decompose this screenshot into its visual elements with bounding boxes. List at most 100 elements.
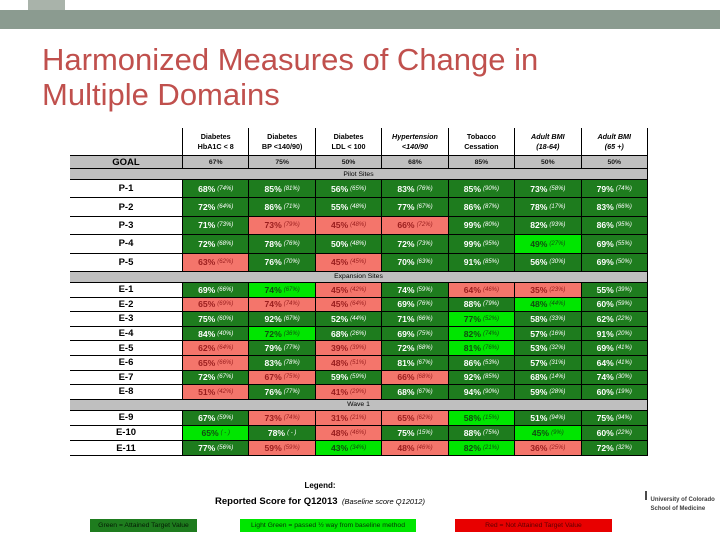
column-header-line: Hypertension <box>392 132 438 142</box>
section-band: Wave 1 <box>70 399 647 411</box>
row-label: E-7 <box>70 370 182 385</box>
baseline-value: (44%) <box>549 301 566 308</box>
baseline-value: (87%) <box>482 204 499 211</box>
score-value: 72% <box>397 343 415 354</box>
table-row: E-11 77% (56%) 59% (59%) 43% (34%) 48% (46%) 82%(… <box>70 441 647 457</box>
score-value: 68% <box>198 183 216 194</box>
column-header-line: Adult BMI <box>531 132 565 142</box>
score-cell: 82% (74%) <box>447 326 515 341</box>
score-value: 91% <box>463 257 481 268</box>
score-cell: 94% (90%) <box>447 385 515 399</box>
score-value: 99% <box>463 220 481 231</box>
column-header-line: (65 +) <box>604 141 624 151</box>
goal-row: GOAL 67% 75% 50% 68% 85% 50% 50% <box>70 155 647 169</box>
baseline-value: (59%) <box>350 374 367 381</box>
score-cell: 51% (94%) <box>514 410 581 425</box>
row-label: P-3 <box>70 216 182 235</box>
baseline-value: (30%) <box>549 259 566 266</box>
goal-value: 68% <box>381 156 447 168</box>
score-cell: 45% (9%) <box>514 425 581 441</box>
score-cell: 55% (39%) <box>580 282 647 297</box>
baseline-value: (62%) <box>217 259 234 266</box>
baseline-value: (67%) <box>416 388 433 395</box>
table-row: P-1 68% (74%) 85% (81%) 56% (65%) 83% (76%) 85% (9… <box>70 180 647 199</box>
baseline-value: (46%) <box>482 286 499 293</box>
score-value: 57% <box>530 328 548 339</box>
table-row: E-4 84% (40%) 72% (36%) 68% (26%) 69% (75%) 82% (7… <box>70 326 647 342</box>
baseline-value: (27%) <box>549 240 566 247</box>
column-header-line: LDL < 100 <box>331 141 366 151</box>
score-cell: 66% (68%) <box>381 370 448 385</box>
row-label: E-2 <box>70 297 182 312</box>
row-label: P-1 <box>70 180 182 198</box>
score-value: 99% <box>463 238 481 249</box>
baseline-value: (95%) <box>482 240 499 247</box>
row-label: P-2 <box>70 198 182 216</box>
score-cell: 76% (77%) <box>248 385 315 399</box>
baseline-value: (70%) <box>283 259 300 266</box>
score-value: 82% <box>530 220 548 231</box>
baseline-value: (74%) <box>615 185 632 192</box>
table-row: E-9 67% (59%) 73% (74%) 31% (21%) 65% (62%) 58% (1… <box>70 410 647 426</box>
score-cell: 72% (68%) <box>381 341 448 355</box>
score-cell: 43% (34%) <box>314 441 382 456</box>
column-header-line: Cessation <box>464 141 499 151</box>
column-header-line: HbA1C < 8 <box>197 141 234 151</box>
table-row: E-10 65%( - ) 78%( - ) 48% (46%) 75% (15%) 88%(… <box>70 425 647 442</box>
score-value: 64% <box>596 357 614 368</box>
baseline-value: (76%) <box>283 240 300 247</box>
baseline-value: (15%) <box>416 429 433 436</box>
score-cell: 86% (95%) <box>580 216 647 235</box>
score-value: 76% <box>264 386 282 397</box>
baseline-value: (31%) <box>549 359 566 366</box>
score-cell: 81% (67%) <box>381 355 448 370</box>
score-value: 77% <box>463 313 481 324</box>
baseline-value: (80%) <box>482 222 499 229</box>
score-cell: 48% (51%) <box>314 355 382 370</box>
score-value: 65% <box>201 427 219 438</box>
score-value: 69% <box>596 257 614 268</box>
score-value: 67% <box>264 372 282 383</box>
baseline-value: (76%) <box>416 185 433 192</box>
baseline-value: (16%) <box>549 330 566 337</box>
score-value: 74% <box>264 299 282 310</box>
baseline-value: (74%) <box>283 301 300 308</box>
table-row: E-8 51% (42%) 76% (77%) 41% (29%) 68% (67%) 94% (9… <box>70 385 647 400</box>
legend-item-attained: Green = Attained Target Value <box>90 519 197 532</box>
score-cell: 55% (48%) <box>314 198 382 216</box>
score-cell: 65% (62%) <box>381 410 448 425</box>
score-cell: 68% (14%) <box>514 370 581 385</box>
baseline-value: (73%) <box>217 222 234 229</box>
baseline-value: (21%) <box>350 414 367 421</box>
legend-heading: Legend: <box>304 481 336 490</box>
logo-org-line2: School of Medicine <box>650 506 706 513</box>
score-value: 73% <box>264 220 282 231</box>
baseline-value: (30%) <box>615 374 632 381</box>
score-cell: 81% (76%) <box>447 341 515 355</box>
baseline-value: (51%) <box>350 359 367 366</box>
baseline-value: (48%) <box>350 204 367 211</box>
baseline-value: (41%) <box>615 359 632 366</box>
baseline-value: (81%) <box>283 185 300 192</box>
baseline-value: (66%) <box>217 359 234 366</box>
baseline-value: (46%) <box>350 429 367 436</box>
score-value: 79% <box>596 183 614 194</box>
score-cell: 79% (77%) <box>248 341 315 355</box>
score-cell: 72% (36%) <box>248 326 315 341</box>
legend-item-not-attained: Red = Not Attained Target Value <box>455 519 612 532</box>
score-cell: 59% (59%) <box>314 370 382 385</box>
score-value: 75% <box>397 427 415 438</box>
baseline-value: (75%) <box>482 429 499 436</box>
score-cell: 51% (42%) <box>182 385 249 399</box>
score-value: 60% <box>596 386 614 397</box>
score-cell: 72% (73%) <box>381 235 448 253</box>
score-cell: 83% (76%) <box>381 180 448 198</box>
score-cell: 99% (95%) <box>447 235 515 253</box>
column-header: Diabetes BP <140/90) <box>248 128 314 155</box>
table-row: P-5 63% (62%) 76% (70%) 45% (45%) 70% (63%) 91% (8… <box>70 253 647 272</box>
score-value: 69% <box>198 284 216 295</box>
score-value: 73% <box>264 412 282 423</box>
score-value: 58% <box>463 412 481 423</box>
score-value: 73% <box>530 183 548 194</box>
goal-value: 50% <box>514 156 580 168</box>
